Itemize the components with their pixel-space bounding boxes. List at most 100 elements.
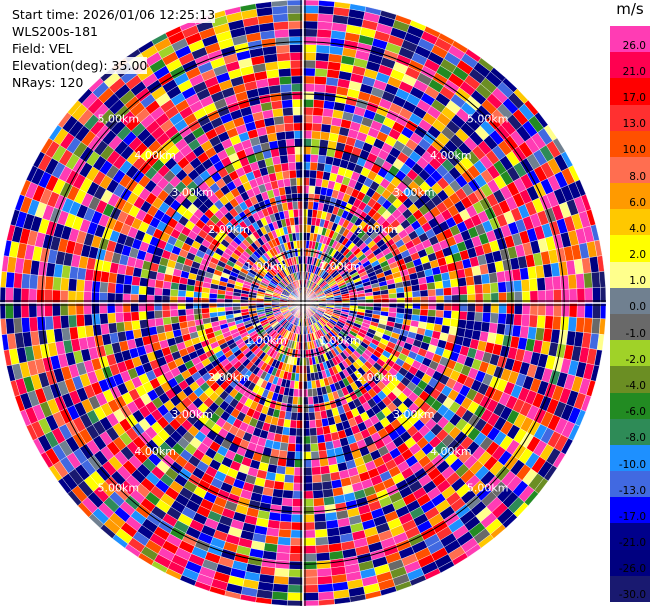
velocity-gate bbox=[291, 193, 298, 202]
nrays-label: NRays: 120 bbox=[12, 74, 84, 91]
range-ring-label: 4.00km bbox=[134, 445, 176, 458]
velocity-gate bbox=[311, 138, 321, 148]
velocity-gate bbox=[411, 308, 421, 316]
velocity-gate bbox=[433, 273, 443, 283]
velocity-gate bbox=[323, 100, 336, 110]
velocity-gate bbox=[411, 284, 421, 292]
velocity-gate bbox=[321, 115, 333, 126]
velocity-gate bbox=[395, 286, 405, 294]
colorbar-label: 17.0 bbox=[622, 92, 646, 105]
velocity-gate bbox=[201, 307, 210, 314]
velocity-gate bbox=[131, 275, 141, 286]
velocity-gate bbox=[286, 146, 296, 156]
velocity-gate bbox=[302, 169, 311, 178]
velocity-gate bbox=[138, 294, 147, 304]
site-label: WLS200s-181 bbox=[12, 23, 98, 40]
range-ring-label: 3.00km bbox=[171, 408, 213, 421]
velocity-gate bbox=[28, 316, 39, 332]
velocity-gate bbox=[114, 302, 124, 313]
velocity-gate bbox=[272, 108, 284, 118]
velocity-gate bbox=[324, 92, 337, 102]
velocity-gate bbox=[317, 583, 334, 593]
velocity-gate bbox=[294, 459, 304, 468]
velocity-gate bbox=[521, 314, 531, 327]
velocity-gate bbox=[309, 427, 318, 437]
velocity-gate bbox=[271, 0, 288, 8]
velocity-gate bbox=[434, 280, 444, 290]
velocity-gate bbox=[310, 146, 320, 156]
velocity-gate bbox=[294, 146, 304, 155]
velocity-gate bbox=[293, 475, 304, 484]
velocity-gate bbox=[292, 201, 299, 210]
velocity-gate bbox=[36, 275, 46, 290]
velocity-gate bbox=[317, 575, 333, 585]
velocity-gate bbox=[279, 513, 293, 523]
velocity-gate bbox=[114, 293, 124, 304]
velocity-gate bbox=[311, 466, 322, 476]
colorbar-label: 2.0 bbox=[629, 249, 646, 262]
velocity-gate bbox=[482, 302, 492, 313]
colorbar-cell: -10.0 bbox=[610, 444, 650, 472]
velocity-gate bbox=[320, 123, 332, 133]
velocity-gate bbox=[279, 154, 289, 164]
range-ring-label: 4.00km bbox=[430, 149, 472, 162]
velocity-gate bbox=[425, 275, 435, 284]
velocity-gate bbox=[450, 310, 460, 320]
velocity-gate bbox=[316, 36, 331, 46]
velocity-gate bbox=[193, 308, 202, 315]
velocity-gate bbox=[21, 273, 31, 289]
velocity-gate bbox=[13, 317, 23, 334]
velocity-gate bbox=[107, 282, 117, 294]
velocity-gate bbox=[295, 428, 304, 437]
velocity-gate bbox=[5, 271, 15, 288]
velocity-gate bbox=[318, 591, 335, 601]
velocity-gate bbox=[598, 271, 606, 288]
velocity-gate bbox=[302, 185, 310, 194]
velocity-gate bbox=[284, 185, 292, 195]
velocity-gate bbox=[296, 420, 304, 429]
colorbar-cell: 26.0 bbox=[610, 26, 650, 53]
velocity-gate bbox=[284, 122, 295, 132]
velocity-gate bbox=[276, 544, 291, 554]
velocity-gate bbox=[404, 297, 413, 304]
velocity-gate bbox=[208, 307, 218, 313]
velocity-gate bbox=[284, 130, 295, 140]
velocity-gate bbox=[108, 322, 118, 334]
velocity-gate bbox=[411, 290, 421, 298]
velocity-gate bbox=[285, 458, 295, 468]
velocity-gate bbox=[310, 443, 319, 452]
velocity-gate bbox=[323, 433, 333, 443]
velocity-gate bbox=[273, 575, 289, 585]
velocity-gate bbox=[317, 13, 334, 23]
colorbar: m/s 26.0 21.0 17.0 13.0 10.0 8.0 6.0 4.0 2.0 1.0 0… bbox=[610, 0, 650, 610]
velocity-gate bbox=[315, 426, 325, 436]
colorbar-label: -4.0 bbox=[625, 380, 647, 393]
velocity-gate bbox=[294, 224, 300, 234]
colorbar-label: 26.0 bbox=[622, 39, 646, 52]
velocity-gate bbox=[293, 467, 304, 476]
colorbar-cell: -17.0 bbox=[610, 497, 650, 524]
velocity-gate bbox=[311, 130, 322, 140]
velocity-gate bbox=[458, 285, 468, 295]
velocity-gate bbox=[311, 387, 318, 397]
colorbar-cell: -2.0 bbox=[610, 340, 650, 367]
velocity-gate bbox=[153, 295, 163, 304]
velocity-gate bbox=[130, 293, 139, 304]
colorbar-label: -17.0 bbox=[618, 510, 646, 523]
velocity-gate bbox=[315, 544, 330, 554]
velocity-gate bbox=[278, 528, 292, 538]
velocity-gate bbox=[122, 302, 131, 313]
velocity-gate bbox=[294, 138, 304, 147]
velocity-gate bbox=[309, 161, 318, 171]
velocity-gate bbox=[279, 75, 292, 85]
velocity-gate bbox=[281, 497, 293, 507]
velocity-gate bbox=[458, 311, 468, 321]
velocity-gate bbox=[163, 323, 173, 333]
colorbar-cell: -26.0 bbox=[610, 549, 650, 577]
velocity-gate bbox=[451, 302, 460, 312]
velocity-gate bbox=[591, 271, 601, 288]
velocity-gate bbox=[273, 163, 283, 173]
velocity-gate bbox=[317, 154, 327, 164]
velocity-gate bbox=[427, 309, 437, 318]
colorbar-cell: 4.0 bbox=[610, 209, 650, 236]
